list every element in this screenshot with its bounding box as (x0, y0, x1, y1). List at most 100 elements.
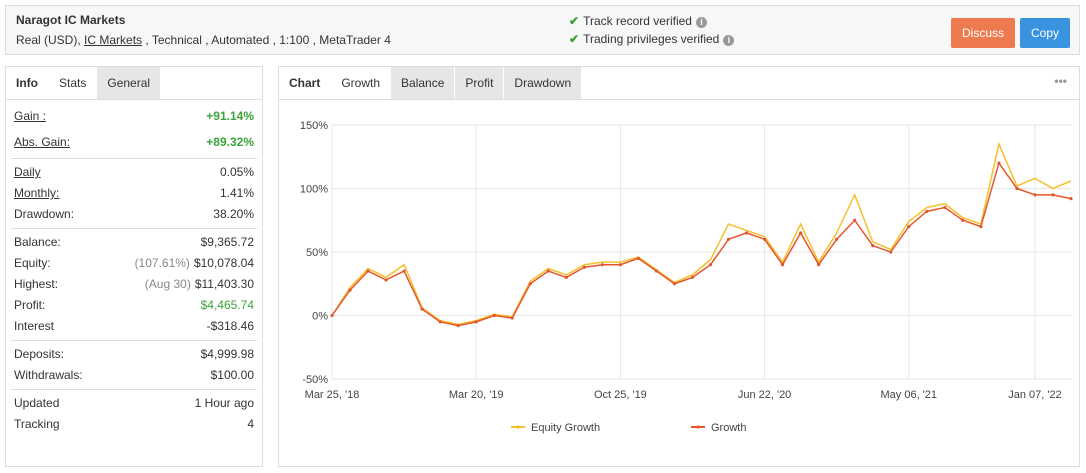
stat-value: $10,078.04 (193, 256, 254, 270)
stat-value-wrap: $100.00 (211, 365, 254, 386)
system-title: Naragot IC Markets (16, 13, 126, 27)
point (744, 231, 749, 235)
y-tick-label: 0% (312, 311, 328, 323)
point (618, 263, 622, 267)
point (510, 316, 514, 320)
stat-row: Interest -$318.46 (11, 316, 257, 337)
point (420, 307, 424, 311)
point (997, 161, 1001, 165)
tab-bar: Info Stats General (6, 67, 262, 100)
stat-row: Highest: (Aug 30) $11,403.30 (11, 274, 257, 295)
stat-row: Abs. Gain: +89.32% (11, 129, 257, 155)
stat-value: $4,999.98 (200, 347, 254, 361)
stat-row: Withdrawals: $100.00 (11, 365, 257, 386)
stat-value: 38.20% (213, 207, 254, 221)
subtitle: Real (USD), IC Markets , Technical , Aut… (16, 33, 391, 47)
stat-value: -$318.46 (206, 319, 254, 333)
point (1051, 193, 1055, 197)
stat-value: $9,365.72 (200, 235, 254, 249)
series-line (331, 161, 1072, 327)
point (1069, 197, 1073, 201)
stat-value-wrap: $4,465.74 (201, 295, 254, 316)
tab[interactable]: Chart (279, 67, 332, 99)
stat-label: Withdrawals: (14, 368, 83, 382)
stat-label[interactable]: Abs. Gain: (14, 135, 71, 149)
x-tick-label: Jan 07, '22 (1008, 389, 1061, 401)
stat-row: Deposits: $4,999.98 (11, 344, 257, 365)
point (781, 263, 785, 267)
stat-value-wrap: 38.20% (213, 204, 254, 225)
stat-note: (107.61%) (134, 256, 190, 270)
verified-item: ✔ Track record verified i (569, 14, 707, 28)
stat-value: 0.05% (219, 165, 254, 179)
point (438, 320, 442, 324)
stat-value-wrap: $9,365.72 (201, 232, 254, 253)
stat-value: 1 Hour ago (194, 396, 254, 410)
tab[interactable]: Growth (331, 67, 392, 99)
stat-label: Deposits: (14, 347, 65, 361)
point (907, 225, 911, 229)
y-tick-label: -50% (302, 374, 328, 386)
menu-dots[interactable]: ••• (1054, 74, 1067, 88)
stat-value-wrap: (107.61%) $10,078.04 (135, 253, 254, 274)
legend-label: Growth (711, 422, 746, 434)
stat-label[interactable]: Daily (14, 165, 41, 179)
copy-button[interactable]: Copy (1020, 18, 1070, 48)
point (889, 250, 893, 254)
point (528, 282, 532, 286)
stat-value: $100.00 (210, 368, 254, 382)
stat-row: Updated 1 Hour ago (11, 393, 257, 414)
legend-label: Equity Growth (531, 422, 600, 434)
verified-text: Track record verified (583, 14, 692, 28)
stat-label[interactable]: Gain : (14, 109, 47, 123)
point (456, 324, 460, 328)
tab[interactable]: Profit (455, 67, 505, 99)
tab[interactable]: General (97, 67, 162, 99)
stat-value-wrap: 1.41% (220, 183, 254, 204)
series-line (331, 141, 1072, 326)
point (817, 263, 821, 267)
stat-value: $11,403.30 (194, 277, 254, 291)
stat-row: Equity: (107.61%) $10,078.04 (11, 253, 257, 274)
x-tick-label: Mar 25, '18 (305, 389, 360, 401)
stat-note: (Aug 30) (144, 277, 191, 291)
tab[interactable]: Info (6, 67, 49, 99)
y-tick-label: 100% (300, 184, 328, 196)
point (672, 282, 677, 286)
point (871, 244, 875, 248)
point (979, 225, 983, 229)
stat-value: +91.14% (206, 109, 254, 123)
stat-label: Highest: (14, 277, 59, 291)
point (1033, 193, 1037, 197)
verified-item: ✔ Trading privileges verified i (569, 32, 735, 46)
point (330, 313, 334, 318)
stat-label: Interest (14, 319, 55, 333)
stat-group: Balance: $9,365.72 Equity: (107.61%) $10,078… (11, 229, 257, 341)
tab[interactable]: Drawdown (504, 67, 583, 99)
stat-label[interactable]: Monthly: (14, 186, 60, 200)
stat-value-wrap: 4 (247, 414, 254, 435)
x-tick-label: Jun 22, '20 (738, 389, 791, 401)
point (402, 269, 406, 273)
stat-value-wrap: 0.05% (220, 162, 254, 183)
stat-label: Profit: (14, 298, 46, 312)
point (348, 288, 352, 292)
y-tick-label: 150% (300, 120, 328, 132)
point (799, 231, 803, 235)
point (474, 320, 478, 324)
y-tick-label: 50% (306, 247, 328, 259)
stat-row: Balance: $9,365.72 (11, 232, 257, 253)
point (708, 263, 713, 267)
stat-row: Monthly: 1.41% (11, 183, 257, 204)
stat-group: Gain : +91.14% Abs. Gain: +89.32% (11, 100, 257, 159)
stat-value-wrap: -$318.46 (207, 316, 254, 337)
stats-list: Gain : +91.14% Abs. Gain: +89.32% Daily 0.05%… (6, 100, 262, 438)
stat-value: 1.41% (219, 186, 254, 200)
tab[interactable]: Balance (391, 67, 456, 99)
point (636, 256, 641, 260)
broker-link[interactable]: IC Markets (84, 33, 143, 47)
tab[interactable]: Stats (49, 67, 98, 99)
stat-label[interactable]: Drawdown: (14, 207, 75, 221)
discuss-button[interactable]: Discuss (951, 18, 1015, 48)
